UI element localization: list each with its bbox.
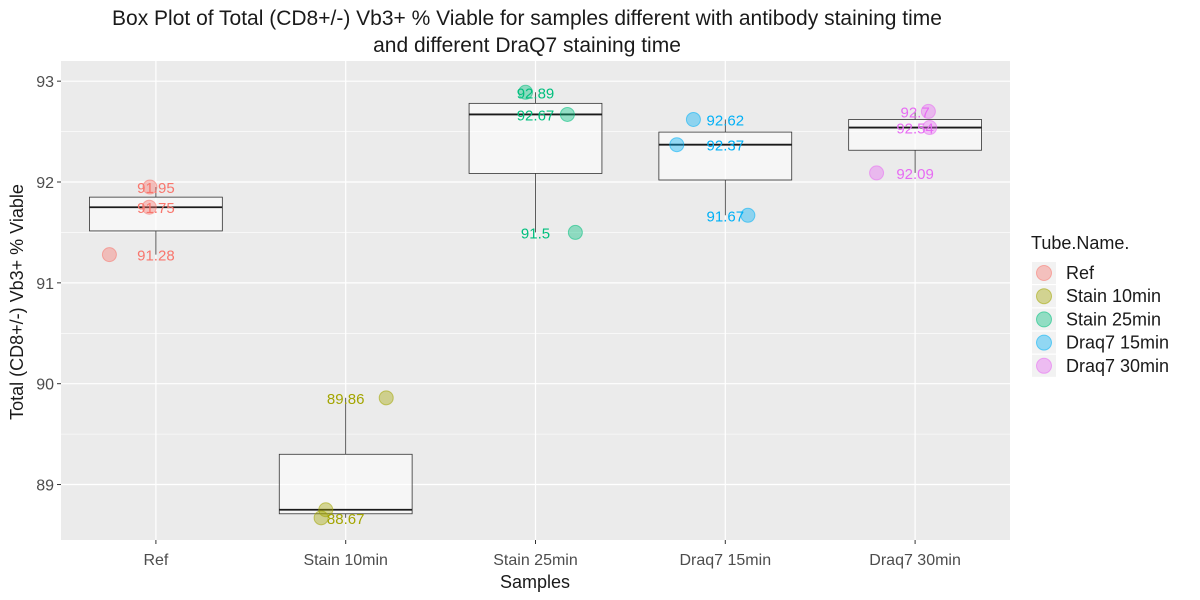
plot-panel: 91.95 91.75 91.28 89.86 88.67 92.89 92.67 91.5 9…	[61, 61, 1010, 540]
legend-label: Stain 10min	[1066, 286, 1161, 306]
legend: Tube.Name. Ref Stain 10min Stain 25min Draq…	[1031, 233, 1169, 377]
data-point	[740, 207, 756, 223]
y-tick-label: 92	[36, 175, 54, 192]
chart-title: Box Plot of Total (CD8+/-) Vb3+ % Viable…	[112, 7, 942, 30]
points	[101, 84, 938, 526]
x-tick-label: Stain 25min	[493, 552, 578, 569]
data-point	[559, 106, 575, 122]
data-point	[567, 224, 583, 240]
data-point	[922, 120, 938, 136]
data-point	[142, 179, 158, 195]
legend-key	[1036, 357, 1052, 374]
data-point	[101, 247, 117, 263]
x-axis-title: Samples	[500, 572, 570, 592]
legend-key-background	[1032, 285, 1056, 308]
value-label: 92.89	[517, 85, 555, 102]
value-label: 92.62	[707, 112, 745, 129]
legend-key	[1036, 265, 1052, 281]
data-point	[869, 165, 885, 181]
data-labels: 91.95 91.75 91.28 89.86 88.67 92.89 92.67 91.5 9…	[137, 85, 934, 528]
value-label: 91.75	[137, 200, 175, 217]
y-axis-title: Total (CD8+/-) Vb3+ % Viable	[7, 184, 27, 420]
y-axis: 89 90 91 92 93	[36, 74, 61, 495]
value-label: 92.67	[517, 107, 555, 124]
y-tick-label: 93	[36, 74, 54, 91]
data-point	[313, 510, 329, 526]
legend-label: Draq7 30min	[1066, 356, 1169, 376]
legend-key	[1036, 334, 1052, 351]
data-point	[685, 111, 701, 127]
legend-key-background	[1032, 308, 1056, 331]
value-label: 92.54	[896, 121, 934, 138]
x-tick-label: Draq7 15min	[679, 552, 771, 569]
value-label: 89.86	[327, 391, 365, 408]
value-label: 88.67	[327, 511, 365, 528]
legend-key-background	[1032, 331, 1056, 354]
data-point	[920, 103, 936, 119]
x-tick-label: Draq7 30min	[869, 552, 961, 569]
box	[658, 131, 793, 181]
legend-items: Ref Stain 10min Stain 25min Draq7 15min Draq…	[1032, 262, 1169, 377]
data-point	[669, 137, 685, 153]
x-axis: Ref Stain 10min Stain 25min Draq7 15min Draq…	[143, 540, 961, 569]
y-tick-label: 90	[36, 377, 54, 394]
legend-title: Tube.Name.	[1031, 233, 1129, 253]
legend-key-background	[1032, 354, 1056, 377]
x-tick-label: Stain 10min	[303, 552, 388, 569]
legend-label: Stain 25min	[1066, 309, 1161, 329]
x-tick-label: Ref	[143, 552, 168, 569]
box	[89, 196, 223, 232]
data-point	[141, 199, 157, 215]
legend-label: Draq7 15min	[1066, 333, 1169, 353]
value-label: 91.95	[137, 180, 175, 197]
legend-key	[1036, 288, 1052, 305]
legend-label: Ref	[1066, 263, 1095, 283]
box	[848, 119, 982, 151]
boxes	[89, 92, 982, 518]
chart-title-line2: and different DraQ7 staining time	[373, 34, 681, 57]
value-label: 92.7	[900, 104, 929, 121]
data-point	[518, 84, 534, 100]
value-label: 91.28	[137, 248, 175, 265]
value-label: 92.09	[896, 166, 934, 183]
value-label: 91.67	[707, 208, 745, 225]
legend-key-background	[1032, 262, 1056, 284]
data-point	[318, 502, 334, 518]
y-tick-label: 91	[36, 276, 54, 293]
legend-key	[1036, 311, 1052, 328]
data-point	[378, 390, 394, 406]
value-label: 92.37	[707, 138, 745, 155]
y-tick-label: 89	[36, 478, 54, 495]
value-label: 91.5	[521, 225, 550, 242]
box	[278, 453, 413, 515]
